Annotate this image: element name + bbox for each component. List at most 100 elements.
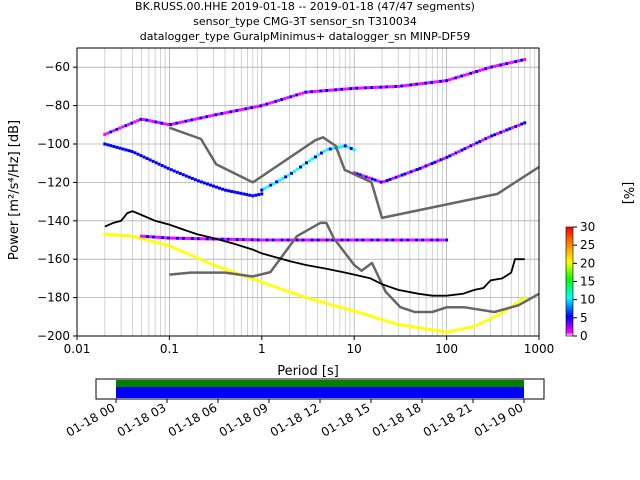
- histogram-cell-lower: [499, 312, 503, 316]
- histogram-cell-upper-mid: [328, 147, 332, 151]
- histogram-cell-top-cluster: [349, 87, 353, 91]
- histogram-cell-top-cluster: [469, 71, 473, 75]
- histogram-cell-lower: [448, 330, 452, 334]
- y-axis-label: Power [m²/s⁴/Hz] [dB]: [7, 120, 22, 260]
- histogram-cell-lower: [259, 280, 263, 284]
- histogram-cell-top-cluster: [460, 74, 464, 78]
- histogram-cell-upper-right: [520, 122, 524, 126]
- histogram-cell-top-cluster: [523, 58, 527, 62]
- histogram-cell-top-cluster: [148, 119, 152, 123]
- histogram-cell-lower: [514, 302, 518, 306]
- histogram-cell-top-cluster: [481, 68, 485, 72]
- histogram-cell-mid-line: [406, 238, 410, 242]
- histogram-cell-upper-left: [211, 184, 215, 188]
- histogram-cell-upper-mid: [310, 157, 314, 161]
- histogram-cell-mid-line: [256, 238, 260, 242]
- histogram-cell-top-cluster: [412, 83, 416, 87]
- histogram-cell-top-cluster: [439, 79, 443, 83]
- histogram-cell-upper-left: [178, 171, 182, 175]
- histogram-cell-lower: [502, 310, 506, 314]
- histogram-cell-mid-line: [370, 238, 374, 242]
- x-tick-label: 1000: [524, 342, 555, 356]
- histogram-cell-upper-right: [481, 138, 485, 142]
- histogram-cell-mid-line: [304, 238, 308, 242]
- time-tick-label: 01-18 12: [268, 400, 322, 439]
- histogram-cell-upper-right: [490, 134, 494, 138]
- histogram-cell-mid-line: [202, 237, 206, 241]
- histogram-cell-upper-right: [445, 155, 449, 159]
- histogram-cell-mid-line: [394, 238, 398, 242]
- histogram-cell-upper-right: [412, 169, 416, 173]
- histogram-cell-lower: [205, 260, 209, 264]
- histogram-cell-upper-right: [502, 129, 506, 133]
- histogram-cell-top-cluster: [337, 88, 341, 92]
- histogram-cell-top-cluster: [217, 112, 221, 116]
- histogram-cell-top-cluster: [280, 98, 284, 102]
- histogram-cell-top-cluster: [334, 88, 338, 92]
- histogram-cell-top-cluster: [310, 90, 314, 94]
- histogram-cell-upper-right: [367, 176, 371, 180]
- histogram-cell-top-cluster: [505, 62, 509, 66]
- histogram-cell-mid-line: [445, 238, 449, 242]
- histogram-cell-top-cluster: [391, 85, 395, 89]
- histogram-cell-upper-right: [433, 160, 437, 164]
- histogram-cell-upper-left: [181, 173, 185, 177]
- histogram-cell-lower: [349, 308, 353, 312]
- histogram-cell-upper-right: [484, 137, 488, 141]
- histogram-cell-top-cluster: [514, 60, 518, 64]
- histogram-cell-mid-line: [161, 236, 165, 240]
- histogram-cell-upper-right: [385, 179, 389, 183]
- histogram-cell-upper-left: [208, 183, 212, 187]
- histogram-cell-lower: [469, 325, 473, 329]
- histogram-cell-top-cluster: [493, 64, 497, 68]
- histogram-cell-lower: [310, 297, 314, 301]
- histogram-cell-mid-line: [187, 236, 191, 240]
- title-line-2: sensor_type CMG-3T sensor_sn T310034: [193, 15, 417, 28]
- histogram-cell-lower: [196, 256, 200, 260]
- histogram-cell-upper-right: [391, 176, 395, 180]
- histogram-cell-mid-line: [400, 238, 404, 242]
- mode-curve: [104, 210, 525, 297]
- histogram-cell-lower: [409, 324, 413, 328]
- histogram-cell-upper-mid: [305, 161, 309, 165]
- histogram-cell-top-cluster: [106, 131, 110, 135]
- histogram-cell-lower: [505, 308, 509, 312]
- histogram-cell-upper-right: [496, 132, 500, 136]
- histogram-cell-upper-right: [505, 128, 509, 132]
- histogram-cell-upper-left: [121, 147, 125, 151]
- histogram-cell-mid-line: [280, 238, 284, 242]
- histogram-cell-mid-line: [379, 238, 383, 242]
- histogram-cell-top-cluster: [421, 81, 425, 85]
- histogram-cell-upper-right: [418, 166, 422, 170]
- histogram-cell-mid-line: [250, 238, 254, 242]
- title-line-3: datalogger_type GuralpMinimus+ datalogge…: [140, 30, 471, 43]
- histogram-cell-upper-right: [436, 159, 440, 163]
- histogram-cell-top-cluster: [115, 127, 119, 131]
- histogram-cell-top-cluster: [358, 86, 362, 90]
- histogram-cell-lower: [478, 322, 482, 326]
- histogram-cell-top-cluster: [517, 59, 521, 63]
- histogram-cell-upper-right: [469, 144, 473, 148]
- histogram-cell-top-cluster: [154, 120, 158, 124]
- histogram-cell-mid-line: [328, 238, 332, 242]
- histogram-cell-mid-line: [226, 237, 230, 241]
- histogram-cell-top-cluster: [292, 94, 296, 98]
- nhnm-curve: [168, 126, 540, 220]
- histogram-cell-mid-line: [244, 238, 248, 242]
- histogram-cell-lower: [136, 236, 140, 240]
- histogram-cell-upper-mid: [313, 155, 317, 159]
- histogram-cell-lower: [283, 288, 287, 292]
- histogram-cell-upper-left: [118, 146, 122, 150]
- histogram-cell-top-cluster: [355, 86, 359, 90]
- histogram-cell-upper-right: [439, 158, 443, 162]
- histogram-cell-upper-mid: [260, 188, 264, 192]
- histogram-cell-top-cluster: [325, 89, 329, 93]
- histogram-cell-mid-line: [340, 238, 344, 242]
- histogram-cell-lower: [271, 284, 275, 288]
- histogram-cell-top-cluster: [145, 118, 149, 122]
- histogram-cell-lower: [481, 320, 485, 324]
- histogram-cell-top-cluster: [457, 75, 461, 79]
- histogram-cell-lower: [118, 233, 122, 237]
- histogram-cell-upper-right: [361, 174, 365, 178]
